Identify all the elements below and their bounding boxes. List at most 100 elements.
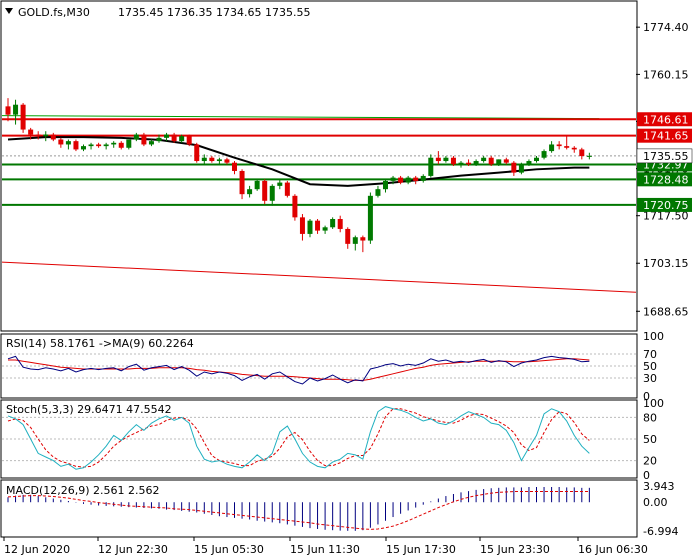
candle-body[interactable]: [405, 177, 411, 183]
candle-body[interactable]: [148, 141, 154, 145]
candle-body[interactable]: [556, 144, 562, 147]
candle-body[interactable]: [443, 157, 449, 162]
candle-body[interactable]: [247, 189, 253, 195]
candle-body[interactable]: [164, 134, 170, 138]
candle-body[interactable]: [579, 149, 585, 157]
candle-body[interactable]: [277, 182, 283, 186]
candle-body[interactable]: [133, 134, 139, 140]
candle-body[interactable]: [367, 195, 373, 241]
ohlc-values: 1735.45 1736.35 1734.65 1735.55: [118, 6, 310, 19]
candle-body[interactable]: [496, 159, 502, 165]
candle-body[interactable]: [322, 227, 328, 231]
candle-body[interactable]: [232, 162, 237, 171]
triangle-down-icon[interactable]: [5, 8, 13, 14]
candle-body[interactable]: [299, 217, 305, 234]
candle-body[interactable]: [194, 144, 200, 162]
candle-body[interactable]: [5, 106, 11, 115]
level-price-tag: [637, 128, 692, 143]
current-price-tag: [636, 148, 693, 164]
candle-body[interactable]: [96, 144, 102, 147]
candle-body[interactable]: [352, 237, 358, 244]
candle-body[interactable]: [224, 159, 230, 163]
candle-body[interactable]: [111, 142, 117, 145]
time-tick-label: 15 Jun 17:30: [386, 543, 456, 556]
candle-body[interactable]: [488, 157, 494, 165]
candle-body[interactable]: [201, 157, 207, 162]
candle-body[interactable]: [420, 175, 426, 181]
macd-panel[interactable]: [0, 479, 638, 538]
candle-body[interactable]: [141, 134, 147, 145]
candle-body[interactable]: [50, 134, 56, 140]
candle-body[interactable]: [541, 151, 547, 158]
candle-body[interactable]: [518, 164, 524, 173]
candle-body[interactable]: [481, 157, 487, 162]
candle-body[interactable]: [103, 144, 109, 147]
candle-body[interactable]: [458, 162, 464, 165]
candle-body[interactable]: [413, 177, 419, 181]
candle-body[interactable]: [534, 157, 539, 162]
macd-tick-label: 0.00: [643, 496, 668, 509]
candle-body[interactable]: [383, 180, 388, 190]
candle-body[interactable]: [81, 146, 86, 150]
candle-body[interactable]: [254, 180, 260, 190]
candle-body[interactable]: [209, 157, 215, 162]
candle-body[interactable]: [171, 134, 177, 142]
main-price-panel[interactable]: [0, 0, 638, 332]
level-price-label: 1746.61: [643, 113, 689, 126]
candle-body[interactable]: [473, 161, 479, 165]
level-price-tag: [637, 197, 692, 212]
candle-body[interactable]: [360, 237, 366, 241]
candle-body[interactable]: [526, 161, 532, 165]
candle-body[interactable]: [549, 144, 555, 152]
candle-body[interactable]: [375, 189, 381, 196]
candle-body[interactable]: [13, 104, 19, 115]
candle-body[interactable]: [450, 157, 456, 165]
price-tick-label: 1760.15: [643, 68, 689, 81]
candle-body[interactable]: [337, 219, 343, 229]
candle-body[interactable]: [126, 139, 132, 148]
candle-body[interactable]: [58, 139, 64, 145]
candle-body[interactable]: [307, 220, 313, 234]
candle-body[interactable]: [586, 155, 592, 157]
candle-body[interactable]: [179, 136, 185, 142]
candle-body[interactable]: [43, 134, 49, 137]
candle-body[interactable]: [216, 159, 222, 162]
candle-body[interactable]: [269, 185, 275, 201]
candle-body[interactable]: [88, 144, 94, 147]
level-price-label: 1741.65: [643, 130, 689, 143]
candle-body[interactable]: [284, 182, 290, 196]
candle-body[interactable]: [571, 147, 577, 150]
candle-body[interactable]: [186, 136, 192, 145]
candle-body[interactable]: [315, 220, 321, 231]
candle-body[interactable]: [435, 157, 441, 162]
candle-body[interactable]: [390, 177, 396, 181]
candle-body[interactable]: [73, 141, 79, 150]
candle-body[interactable]: [239, 170, 245, 195]
macd-label: MACD(12,26,9) 2.561 2.562: [6, 484, 160, 497]
candle-body[interactable]: [511, 162, 517, 173]
current-price-label: 1735.55: [643, 150, 689, 163]
level-price-tag: [637, 112, 692, 127]
candle-body[interactable]: [398, 177, 404, 183]
candle-body[interactable]: [65, 141, 71, 145]
stoch-tick-label: 100: [643, 397, 664, 410]
channel-upper-line: [1, 115, 600, 120]
candle-body[interactable]: [345, 228, 351, 244]
candle-body[interactable]: [330, 219, 336, 228]
price-tick-label: 1703.15: [643, 257, 689, 270]
candle-body[interactable]: [503, 159, 509, 163]
candle-body[interactable]: [262, 180, 268, 201]
candle-body[interactable]: [564, 146, 570, 148]
stoch-tick-label: 80: [643, 411, 657, 424]
candle-body[interactable]: [466, 162, 472, 165]
level-price-tag: [637, 172, 692, 187]
candle-body[interactable]: [428, 157, 434, 176]
stoch-tick-label: 0: [643, 469, 650, 482]
candle-body[interactable]: [292, 195, 298, 218]
candle-body[interactable]: [35, 134, 41, 137]
candle-body[interactable]: [118, 142, 124, 148]
candle-body[interactable]: [156, 137, 162, 142]
candle-body[interactable]: [20, 104, 26, 130]
candle-body[interactable]: [28, 129, 34, 135]
